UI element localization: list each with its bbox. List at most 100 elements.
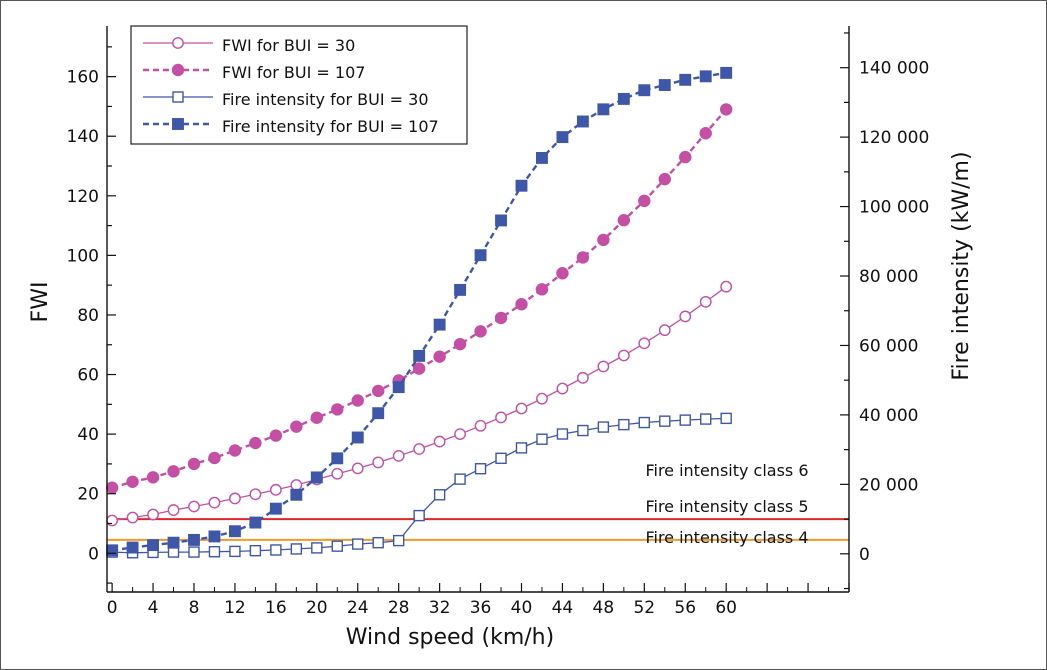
x-tick-label: 48 <box>593 598 615 618</box>
data-point <box>638 84 651 97</box>
data-point <box>597 360 610 373</box>
data-point <box>372 456 385 469</box>
x-tick-label: 24 <box>347 598 369 618</box>
data-point <box>310 411 324 424</box>
y-tick-label: 0 <box>88 544 99 564</box>
data-point <box>495 214 507 227</box>
data-point <box>433 318 446 331</box>
data-point <box>535 283 549 296</box>
data-point <box>249 488 262 501</box>
data-point <box>597 421 610 433</box>
legend-label-fwi-bui107: FWI for BUI = 107 <box>222 63 365 82</box>
legend-items <box>143 37 213 130</box>
data-point <box>433 489 446 501</box>
legend-marker-sample <box>172 37 184 49</box>
data-point <box>617 349 630 362</box>
data-point <box>495 411 507 424</box>
x-tick-label: 8 <box>189 598 200 618</box>
class-6-label: Fire intensity class 6 <box>645 461 808 480</box>
data-point <box>453 337 467 351</box>
data-point <box>576 251 590 264</box>
data-point <box>433 350 446 363</box>
data-point <box>536 392 548 405</box>
data-point <box>249 516 262 529</box>
data-point <box>576 115 589 128</box>
y-tick-label: 120 <box>67 187 99 207</box>
data-point <box>208 546 221 558</box>
data-point <box>679 150 692 164</box>
data-point <box>679 414 691 426</box>
data-point <box>699 127 712 140</box>
data-point <box>720 66 733 79</box>
data-point <box>556 131 569 144</box>
y-tick-label: 60 <box>77 366 99 386</box>
data-point <box>269 483 282 496</box>
data-point <box>311 542 323 554</box>
data-point <box>556 382 569 395</box>
data-point <box>105 481 119 494</box>
data-point <box>208 496 221 509</box>
data-point <box>372 536 384 549</box>
data-point <box>392 534 405 547</box>
x-tick-label: 4 <box>148 598 159 618</box>
data-point <box>515 402 528 415</box>
data-point <box>351 394 364 407</box>
data-point <box>228 525 241 538</box>
y-tick-label: 20 <box>77 485 99 505</box>
data-point <box>679 73 692 86</box>
y-tick-label: 40 <box>77 425 99 445</box>
data-point <box>659 415 671 427</box>
legend-label-fwi-bui30: FWI for BUI = 30 <box>222 36 355 55</box>
data-point <box>577 371 589 384</box>
series-3 <box>106 66 733 557</box>
y2-tick-label: 140 000 <box>859 59 929 79</box>
legend-marker-sample <box>172 118 184 130</box>
y2-tick-label: 60 000 <box>859 336 918 356</box>
data-point <box>290 479 303 491</box>
data-point <box>351 462 364 475</box>
y-axis-title: FWI <box>28 282 53 323</box>
legend-marker-sample <box>171 63 185 77</box>
data-point <box>146 471 160 484</box>
x-tick-label: 0 <box>107 598 118 618</box>
class-5-label: Fire intensity class 5 <box>645 497 808 516</box>
data-point <box>494 311 508 325</box>
data-point <box>413 509 425 522</box>
data-point <box>474 463 487 475</box>
data-point <box>167 504 180 516</box>
data-point <box>188 546 200 558</box>
data-point <box>515 442 528 454</box>
reference-lines <box>107 518 849 541</box>
data-point <box>515 298 528 311</box>
data-point <box>658 172 671 186</box>
x-tick-label: 52 <box>633 598 655 618</box>
data-point <box>536 152 548 164</box>
x-tick-label: 32 <box>429 598 451 618</box>
data-point <box>720 412 732 425</box>
data-point <box>372 384 385 398</box>
y-tick-label: 140 <box>67 127 99 147</box>
legend-label-intensity-bui107: Fire intensity for BUI = 107 <box>222 117 439 136</box>
data-point <box>351 431 364 444</box>
data-point <box>229 492 241 505</box>
x-tick-label: 56 <box>674 598 696 618</box>
data-point <box>331 540 343 552</box>
data-point <box>126 475 139 488</box>
data-point <box>474 325 487 338</box>
data-point <box>188 533 200 546</box>
axes: 0 4 8 12 16 20 24 28 32 36 40 44 48 52 56 6002040608010… <box>67 26 929 618</box>
data-point <box>269 502 282 515</box>
data-point <box>392 449 405 462</box>
data-point <box>454 428 466 441</box>
data-point <box>290 488 303 501</box>
data-point <box>638 416 651 429</box>
data-point <box>167 465 180 478</box>
data-point <box>106 544 119 557</box>
data-point <box>208 451 221 465</box>
data-point <box>536 433 548 445</box>
data-point <box>556 267 569 280</box>
data-point <box>208 530 221 543</box>
data-point <box>167 536 180 549</box>
data-point <box>618 418 630 431</box>
